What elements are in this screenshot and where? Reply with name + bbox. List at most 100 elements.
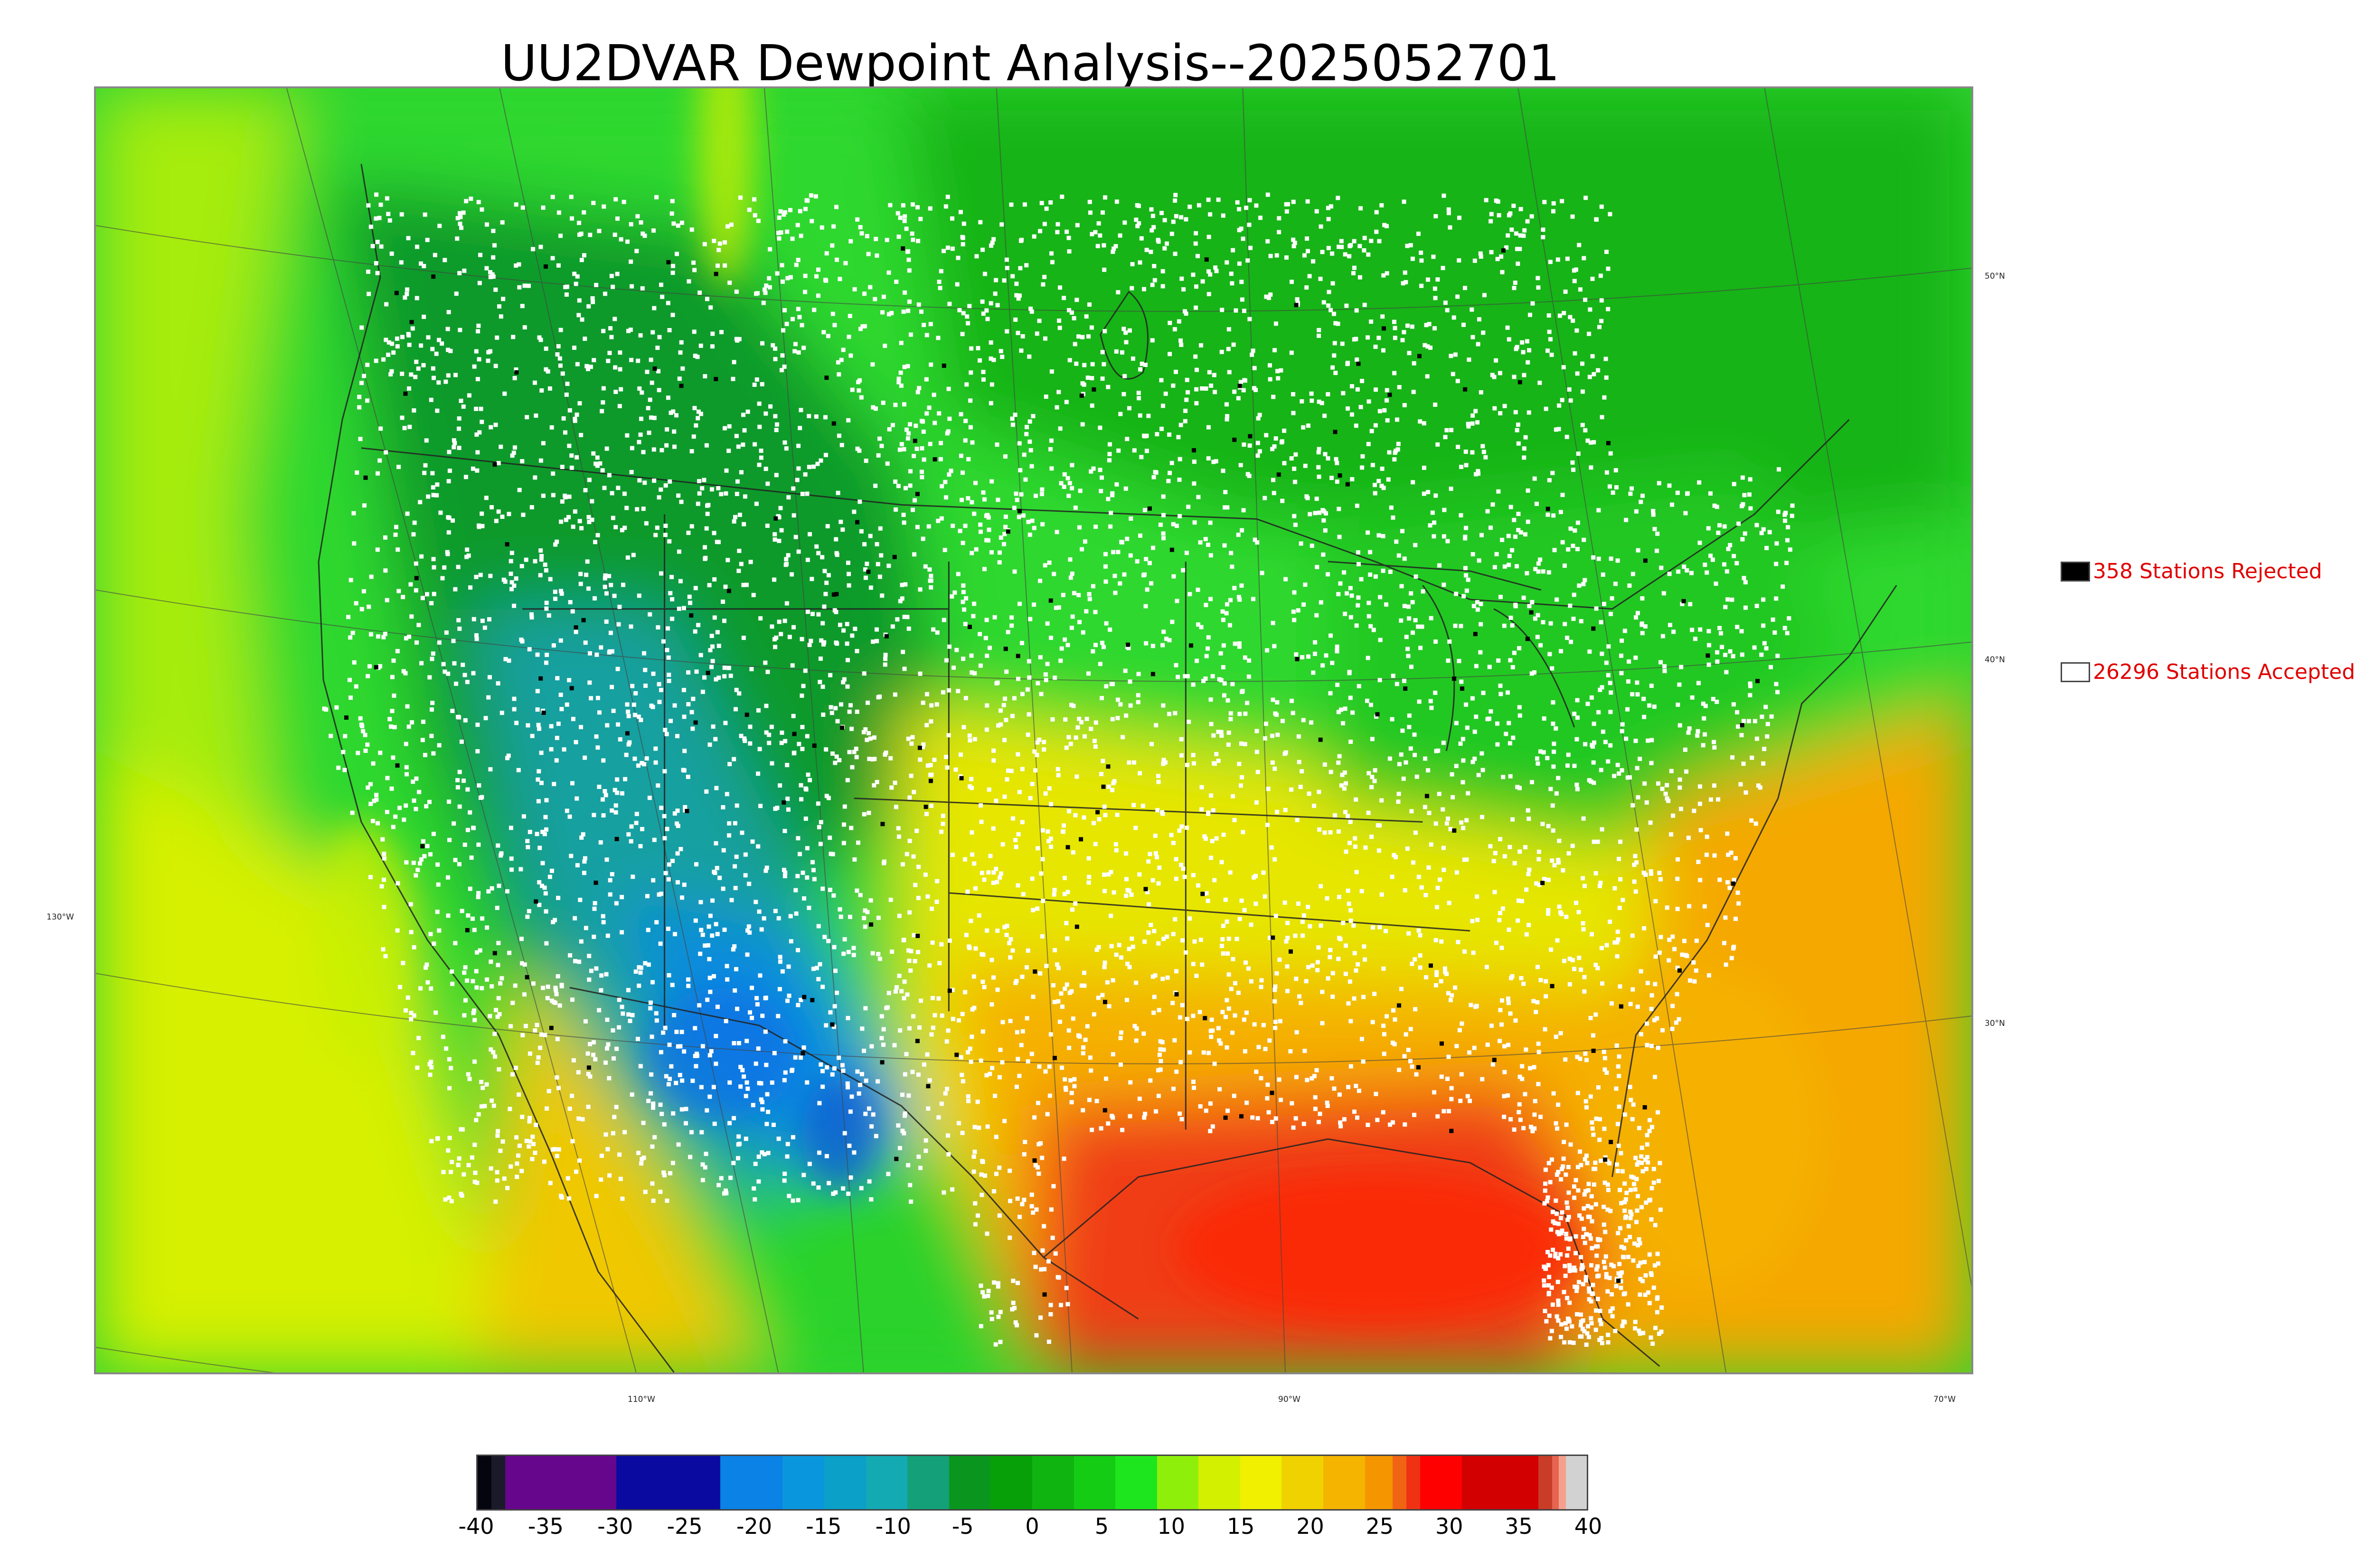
accepted-station	[1210, 1028, 1215, 1033]
accepted-station	[1044, 394, 1048, 399]
accepted-station	[1202, 834, 1207, 839]
accepted-station	[1184, 311, 1188, 316]
accepted-station	[408, 902, 413, 907]
accepted-station	[1528, 1125, 1533, 1129]
accepted-station	[923, 1138, 928, 1143]
accepted-station	[1128, 679, 1132, 684]
accepted-station	[833, 761, 838, 765]
accepted-station	[1393, 326, 1397, 330]
accepted-station	[1124, 713, 1129, 718]
accepted-station	[348, 677, 352, 682]
accepted-station	[1587, 778, 1592, 782]
accepted-station	[1536, 1042, 1541, 1046]
accepted-station	[486, 695, 491, 700]
accepted-station	[1249, 922, 1253, 927]
accepted-station	[1086, 334, 1091, 339]
accepted-station	[590, 499, 594, 504]
accepted-station	[1081, 1051, 1085, 1056]
accepted-station	[1764, 646, 1769, 651]
accepted-station	[527, 1144, 531, 1149]
accepted-station	[1220, 937, 1225, 942]
accepted-station	[491, 228, 496, 233]
accepted-station	[1564, 914, 1569, 919]
accepted-station	[383, 954, 388, 958]
accepted-station	[780, 263, 784, 268]
accepted-station	[492, 243, 497, 248]
accepted-station	[463, 998, 468, 1003]
accepted-station	[1178, 514, 1182, 518]
accepted-station	[894, 507, 898, 512]
accepted-station	[785, 998, 790, 1003]
accepted-station	[821, 713, 826, 717]
accepted-station	[1752, 645, 1757, 650]
accepted-station	[1581, 582, 1586, 586]
accepted-station	[411, 1051, 415, 1055]
accepted-station	[1743, 605, 1748, 610]
accepted-station	[741, 442, 745, 447]
accepted-station	[610, 872, 614, 876]
accepted-station	[703, 1165, 707, 1170]
accepted-station	[1763, 704, 1768, 709]
accepted-station	[907, 1026, 912, 1031]
accepted-station	[929, 585, 933, 590]
accepted-station	[912, 552, 917, 557]
accepted-station	[984, 618, 989, 622]
accepted-station	[582, 210, 586, 215]
accepted-station	[456, 564, 461, 569]
accepted-station	[925, 894, 930, 899]
accepted-station	[583, 488, 588, 493]
accepted-station	[1692, 808, 1696, 813]
accepted-station	[1233, 641, 1237, 646]
accepted-station	[1628, 1085, 1632, 1089]
accepted-station	[924, 333, 929, 338]
accepted-station	[758, 973, 763, 978]
accepted-station	[1102, 362, 1106, 366]
accepted-station	[810, 577, 814, 582]
accepted-station	[398, 985, 402, 989]
accepted-station	[1290, 698, 1294, 703]
accepted-station	[456, 714, 461, 719]
accepted-station	[414, 873, 418, 878]
accepted-station	[1439, 1074, 1444, 1079]
accepted-station	[1186, 505, 1191, 509]
accepted-station	[733, 707, 738, 712]
accepted-station	[567, 678, 572, 683]
accepted-station	[573, 916, 577, 920]
accepted-station	[1577, 243, 1582, 247]
accepted-station	[765, 669, 770, 674]
accepted-station	[1030, 518, 1035, 523]
accepted-station	[914, 423, 918, 428]
accepted-station	[1060, 1005, 1065, 1009]
accepted-station	[1314, 209, 1319, 214]
accepted-station	[651, 878, 656, 883]
accepted-station	[1211, 460, 1216, 464]
accepted-station	[1541, 750, 1546, 755]
accepted-station	[950, 1187, 955, 1192]
accepted-station	[779, 741, 784, 745]
accepted-station	[1030, 876, 1035, 881]
accepted-station	[1426, 768, 1431, 773]
accepted-station	[1236, 990, 1241, 995]
accepted-station	[1329, 204, 1334, 209]
accepted-station	[588, 233, 593, 237]
accepted-station	[1556, 776, 1561, 780]
accepted-station	[841, 1068, 846, 1073]
accepted-station	[1145, 587, 1149, 592]
accepted-station	[1653, 982, 1658, 986]
accepted-station	[1603, 740, 1608, 744]
accepted-station	[1488, 844, 1493, 849]
accepted-station	[1204, 891, 1209, 896]
accepted-station	[1316, 945, 1321, 950]
accepted-station	[1372, 992, 1377, 996]
accepted-station	[1602, 1180, 1607, 1185]
accepted-station	[1570, 214, 1575, 219]
accepted-station	[1026, 948, 1030, 953]
accepted-station	[1538, 643, 1543, 648]
accepted-station	[972, 1149, 977, 1154]
accepted-station	[1578, 287, 1583, 292]
accepted-station	[1435, 442, 1440, 447]
accepted-station	[459, 739, 464, 744]
accepted-station	[476, 200, 481, 205]
accepted-station	[1247, 317, 1252, 321]
accepted-station	[1291, 1125, 1296, 1130]
